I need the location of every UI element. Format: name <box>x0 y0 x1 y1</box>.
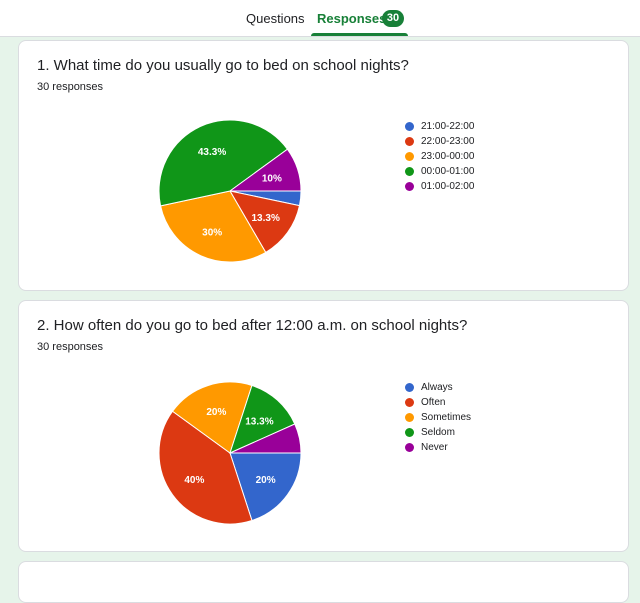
legend-label: Often <box>421 397 446 408</box>
pie-slice-always[interactable] <box>229 452 302 522</box>
pie-slice-01-00-02-00[interactable] <box>228 148 302 192</box>
top-tab-bar: Questions Responses 30 <box>0 0 640 37</box>
legend-label: Always <box>421 382 453 393</box>
pie-slice-often[interactable] <box>158 410 253 525</box>
pie-slice-00-00-01-00[interactable] <box>158 119 289 207</box>
legend-swatch <box>405 413 414 422</box>
pie-chart: 20% 40% 20% 13.3% <box>158 381 302 525</box>
legend-label: 01:00-02:00 <box>421 181 475 192</box>
legend-swatch <box>405 443 414 452</box>
response-count: 30 responses <box>37 341 104 353</box>
legend-swatch <box>405 137 414 146</box>
legend-swatch <box>405 122 414 131</box>
slice-value-label: 20% <box>206 407 226 418</box>
slice-value-label: 13.3% <box>245 416 273 427</box>
legend-swatch <box>405 428 414 437</box>
question-card-1: 1. What time do you usually go to bed on… <box>18 40 629 291</box>
legend-label: Seldom <box>421 427 455 438</box>
slice-value-label: 43.3% <box>198 147 226 158</box>
legend-swatch <box>405 182 414 191</box>
tab-responses-label: Responses <box>317 11 387 26</box>
legend-swatch <box>405 383 414 392</box>
legend-label: Sometimes <box>421 412 472 423</box>
legend-swatch <box>405 398 414 407</box>
legend-label: 00:00-01:00 <box>421 166 475 177</box>
pie-slice-sometimes[interactable] <box>171 381 253 454</box>
question-title: 1. What time do you usually go to bed on… <box>37 57 409 74</box>
active-tab-indicator <box>311 33 408 36</box>
question-title: 2. How often do you go to bed after 12:0… <box>37 317 468 334</box>
pie-slice-seldom[interactable] <box>229 384 296 454</box>
pie-slice-22-00-23-00[interactable] <box>229 190 301 254</box>
legend-swatch <box>405 167 414 176</box>
slice-value-label: 10% <box>262 173 282 184</box>
legend-label: 23:00-00:00 <box>421 151 475 162</box>
legend-label: 21:00-22:00 <box>421 121 475 132</box>
legend-swatch <box>405 152 414 161</box>
response-count: 30 responses <box>37 81 104 93</box>
tab-responses[interactable]: Responses 30 <box>311 0 408 36</box>
question-card-3 <box>18 561 629 603</box>
legend-label: Never <box>421 442 448 453</box>
tab-questions[interactable]: Questions <box>246 11 305 26</box>
slice-value-label: 13.3% <box>251 213 279 224</box>
legend-label: 22:00-23:00 <box>421 136 475 147</box>
slice-value-label: 30% <box>202 227 222 238</box>
pie-slice-23-00-00-00[interactable] <box>159 190 267 263</box>
slice-value-label: 40% <box>184 475 204 486</box>
question-card-2: 2. How often do you go to bed after 12:0… <box>18 300 629 552</box>
slice-value-label: 20% <box>256 475 276 486</box>
responses-count-badge: 30 <box>382 10 404 27</box>
pie-chart: 13.3% 30% 43.3% 10% <box>158 119 302 263</box>
pie-slice-never[interactable] <box>229 423 302 454</box>
